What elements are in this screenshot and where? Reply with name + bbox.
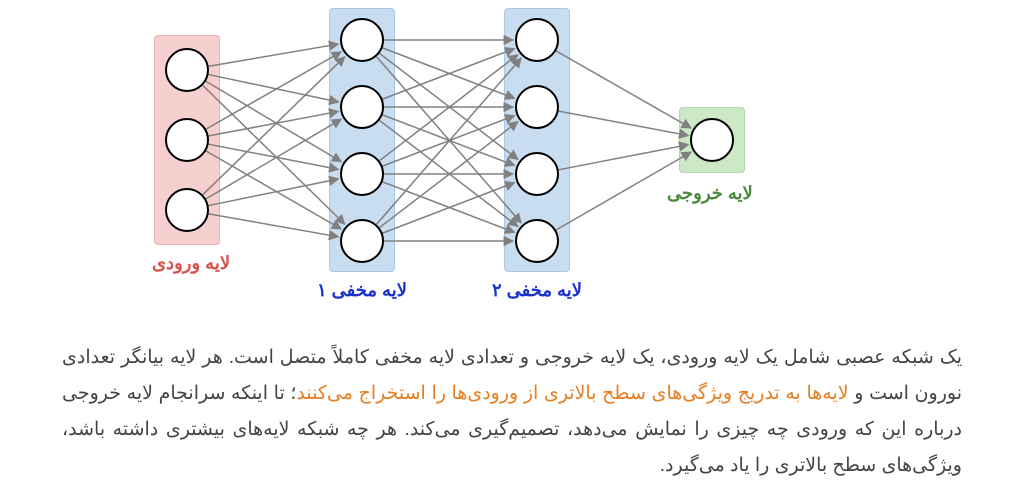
edge [203, 85, 345, 224]
node-hidden2-2 [515, 152, 559, 196]
edge [206, 81, 341, 161]
node-hidden1-1 [340, 85, 384, 129]
edge [209, 44, 339, 66]
edge [376, 58, 521, 224]
node-hidden1-2 [340, 152, 384, 196]
nn-diagram: لایه ورودی لایه مخفی ۱ لایه مخفی ۲ لایه خرو… [112, 0, 912, 330]
node-input-2 [165, 188, 209, 232]
edge [209, 214, 339, 237]
caption-highlight: لایه‌ها به تدریج ویژگی‌های سطح بالاتری ا… [296, 383, 848, 404]
edge [209, 179, 339, 206]
node-hidden2-1 [515, 85, 559, 129]
layer-label-hidden1: لایه مخفی ۱ [317, 280, 407, 301]
edge [556, 51, 691, 128]
node-output-0 [690, 118, 734, 162]
layer-label-hidden2: لایه مخفی ۲ [492, 280, 582, 301]
edge [559, 145, 689, 170]
caption-text: یک شبکه عصبی شامل یک لایه ورودی، یک لایه… [42, 330, 982, 484]
edge [209, 75, 339, 102]
node-input-1 [165, 118, 209, 162]
node-hidden1-3 [340, 219, 384, 263]
layer-label-input: لایه ورودی [152, 253, 230, 274]
layer-label-output: لایه خروجی [667, 183, 753, 204]
edge [206, 119, 341, 199]
node-hidden2-0 [515, 18, 559, 62]
node-input-0 [165, 48, 209, 92]
node-hidden2-3 [515, 219, 559, 263]
node-hidden1-0 [340, 18, 384, 62]
